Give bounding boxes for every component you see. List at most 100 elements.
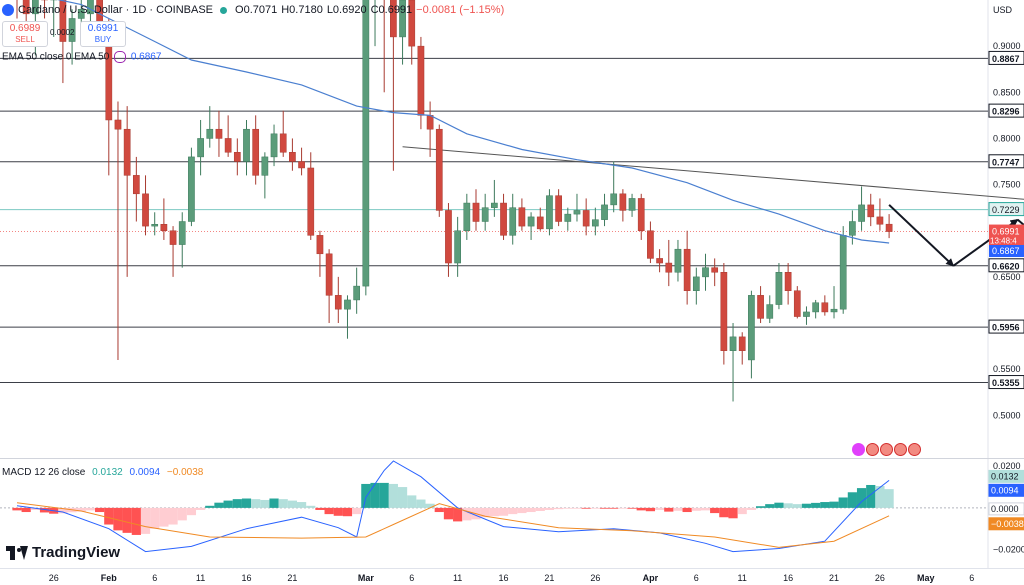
macd-histogram-bar <box>113 507 123 531</box>
candle <box>252 128 260 176</box>
level-tag <box>988 103 1024 118</box>
macd-histogram-bar <box>765 504 775 508</box>
macd-histogram-bar <box>159 507 169 527</box>
level-tag <box>988 375 1024 390</box>
flag-icon[interactable] <box>880 443 893 456</box>
macd-value-tag <box>988 469 1024 483</box>
macd-histogram-bar <box>480 507 490 518</box>
macd-histogram-bar <box>664 507 674 512</box>
time-tick-label: 21 <box>829 573 839 583</box>
price-tick-label: 0.5000 <box>993 410 1021 420</box>
macd-histogram-bar <box>140 507 151 534</box>
candle <box>564 213 572 222</box>
current-price-label: 0.6991 <box>992 227 1020 237</box>
flag-icon[interactable] <box>866 443 879 456</box>
candle <box>362 0 370 287</box>
candle <box>59 0 67 42</box>
candle <box>87 0 94 15</box>
sell-button[interactable]: 0.6989 SELL <box>2 21 48 47</box>
price-tick-label: 0.9000 <box>993 41 1021 51</box>
time-tick-label: 6 <box>409 573 414 583</box>
lightning-icon[interactable] <box>852 443 865 456</box>
time-tick-label: Apr <box>643 573 659 583</box>
macd-histogram-bar <box>544 507 555 510</box>
candle <box>885 223 893 232</box>
macd-histogram-bar <box>746 507 756 510</box>
macd-histogram-bar <box>85 507 96 511</box>
time-axis: 26 Feb 6 11 16 21 Mar 6 11 16 21 26 Apr 6 11 16 21 26 May 6 <box>49 573 975 583</box>
ohlc-close: C0.6991 <box>370 4 413 16</box>
macd-histogram-bar <box>205 505 215 508</box>
macd-histogram-bar <box>269 498 279 508</box>
candle <box>123 128 131 176</box>
ohlc-low: L0.6920 <box>326 4 367 16</box>
ohlc-open: O0.7071 <box>235 4 278 16</box>
time-tick-label: Mar <box>358 573 375 583</box>
candle <box>169 230 177 245</box>
ema-legend-label: EMA 50 close 0 EMA 50 <box>2 51 110 63</box>
candle <box>298 161 305 169</box>
status-dot-icon <box>220 6 228 14</box>
refresh-icon[interactable] <box>114 51 127 63</box>
macd-histogram-bar <box>104 507 114 525</box>
event-icons[interactable] <box>852 443 921 456</box>
candle <box>738 336 746 351</box>
candle <box>729 336 737 351</box>
buy-button[interactable]: 0.6991 BUY <box>80 21 126 47</box>
candle <box>22 0 30 15</box>
candle <box>546 195 553 230</box>
candle <box>674 248 682 273</box>
ema-legend[interactable]: EMA 50 close 0 EMA 50 0.6867 <box>2 51 161 63</box>
macd-histogram-bar <box>306 505 316 508</box>
candle <box>858 204 865 222</box>
currency-label: USD <box>993 5 1013 15</box>
candle <box>197 138 204 158</box>
macd-legend-v1: 0.0132 <box>92 467 123 478</box>
macd-tick-label: 0.0200 <box>993 461 1021 471</box>
macd-histogram-bar <box>177 507 187 521</box>
macd-histogram-bar <box>847 492 857 508</box>
candle <box>334 295 342 310</box>
time-tick-label: May <box>917 573 935 583</box>
macd-histogram-bar <box>241 498 252 508</box>
symbol-title[interactable]: Cardano / U.S. Dollar · 1D · COINBASE <box>18 4 214 16</box>
macd-histogram-bar <box>838 497 848 508</box>
macd-histogram-bar <box>223 500 233 508</box>
time-tick-label: 21 <box>544 573 554 583</box>
macd-histogram-bar <box>691 507 701 511</box>
macd-histogram-bar <box>196 507 206 510</box>
macd-histogram-bar <box>535 507 545 511</box>
candle <box>206 128 214 139</box>
flag-icon[interactable] <box>894 443 907 456</box>
candle <box>261 156 269 176</box>
candle <box>224 138 232 153</box>
macd-histogram-bar <box>379 482 389 508</box>
flag-icon[interactable] <box>908 443 921 456</box>
time-tick-label: 26 <box>875 573 885 583</box>
macd-histogram-bar <box>278 499 288 508</box>
macd-histogram-bar <box>636 507 646 511</box>
candle <box>665 262 673 273</box>
time-tick-label: 26 <box>49 573 59 583</box>
trendline <box>402 146 1024 200</box>
green-level-tag <box>988 202 1024 217</box>
candle <box>491 202 498 208</box>
macd-legend-v3: −0.0038 <box>166 467 204 478</box>
macd-histogram-bar <box>498 507 509 516</box>
macd-value-label: 0.0094 <box>991 485 1019 495</box>
candle <box>849 221 856 236</box>
candle <box>628 198 636 211</box>
candle <box>307 167 315 236</box>
macd-histogram-bar <box>627 507 637 509</box>
symbol-header: Cardano / U.S. Dollar · 1D · COINBASE O0… <box>2 1 504 19</box>
candle <box>839 235 847 310</box>
spread-value: 0.0002 <box>50 28 75 37</box>
macd-value-tag <box>988 483 1024 497</box>
ema-price-tag <box>989 245 1024 258</box>
candle <box>142 193 149 227</box>
candle <box>637 198 645 231</box>
macd-legend[interactable]: MACD 12 26 close 0.0132 0.0094 −0.0038 <box>2 467 203 478</box>
macd-histogram-bar <box>251 499 261 508</box>
level-tag-label: 0.6620 <box>992 261 1020 271</box>
